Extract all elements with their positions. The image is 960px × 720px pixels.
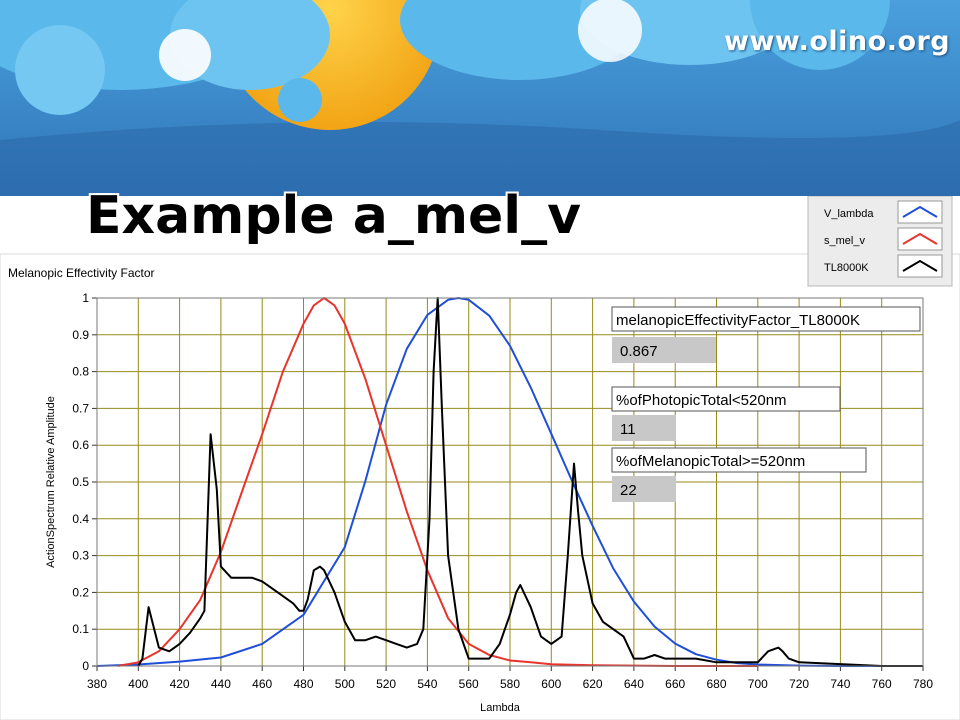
site-url[interactable]: www.olino.org	[724, 26, 951, 57]
legend-label: TL8000K	[824, 262, 869, 274]
x-tick-label: 600	[541, 677, 561, 691]
y-tick-label: 0.9	[72, 328, 89, 342]
cloud-icon	[0, 0, 890, 122]
x-tick-label: 720	[789, 677, 809, 691]
indicator-value-box	[612, 476, 676, 502]
x-tick-label: 580	[500, 677, 520, 691]
indicator-value: 0.867	[620, 343, 658, 360]
series-line-tl8000k	[137, 297, 923, 667]
x-tick-label: 440	[211, 677, 231, 691]
legend-swatch	[902, 259, 938, 272]
legend-swatch-box	[897, 227, 943, 251]
y-tick-label: 0.5	[72, 475, 89, 489]
y-tick-label: 0.2	[72, 585, 89, 599]
legend-swatch-box	[897, 254, 943, 278]
y-tick-label: 0.4	[72, 512, 89, 526]
indicator-label: %ofPhotopicTotal<520nm	[616, 392, 787, 409]
x-tick-label: 640	[624, 677, 644, 691]
indicator-value: 11	[620, 421, 636, 438]
header-banner	[0, 0, 960, 196]
y-tick-label: 1	[82, 291, 89, 305]
x-axis-label: Lambda	[480, 702, 521, 714]
y-tick-label: 0.3	[72, 549, 89, 563]
y-tick-label: 0.1	[72, 622, 89, 636]
x-tick-label: 680	[706, 677, 726, 691]
indicator-label: %ofMelanopicTotal>=520nm	[616, 453, 805, 470]
x-tick-label: 420	[170, 677, 190, 691]
x-tick-label: 460	[252, 677, 272, 691]
x-tick-label: 500	[335, 677, 355, 691]
x-tick-label: 540	[417, 677, 437, 691]
chart-title: Melanopic Effectivity Factor	[8, 266, 155, 280]
indicator-value: 22	[620, 482, 637, 499]
legend-swatch-box	[897, 200, 943, 224]
legend-swatch	[902, 205, 938, 218]
legend: V_lambda s_mel_v TL8000K	[807, 196, 953, 287]
x-tick-label: 480	[293, 677, 313, 691]
x-tick-label: 560	[459, 677, 479, 691]
indicator-label-box	[611, 306, 921, 332]
x-tick-label: 740	[830, 677, 850, 691]
series-line-s_mel_v	[117, 297, 758, 667]
x-tick-label: 400	[128, 677, 148, 691]
x-tick-label: 760	[872, 677, 892, 691]
legend-label: s_mel_v	[824, 235, 865, 247]
indicator-value-box	[612, 415, 676, 441]
legend-label: V_lambda	[824, 208, 874, 220]
y-tick-label: 0.7	[72, 401, 89, 415]
indicator-label-box	[611, 386, 841, 412]
x-tick-label: 660	[665, 677, 685, 691]
legend-swatch	[902, 232, 938, 245]
x-tick-label: 780	[913, 677, 933, 691]
slide-title: Example a_mel_v	[86, 186, 582, 246]
x-tick-label: 700	[748, 677, 768, 691]
y-tick-label: 0	[82, 659, 89, 673]
melanopic-chart: Melanopic Effectivity Factor V_lambda s_m…	[0, 196, 960, 720]
y-tick-label: 0.6	[72, 438, 89, 452]
indicator-value-box	[612, 337, 716, 363]
y-axis-label: ActionSpectrum Relative Amplitude	[45, 396, 57, 568]
indicator-label: melanopicEffectivityFactor_TL8000K	[616, 312, 860, 329]
x-tick-label: 620	[583, 677, 603, 691]
y-tick-label: 0.8	[72, 365, 89, 379]
x-tick-label: 520	[376, 677, 396, 691]
x-tick-label: 380	[87, 677, 107, 691]
series-line-v_lambda	[96, 297, 923, 667]
indicator-label-box	[611, 447, 867, 473]
